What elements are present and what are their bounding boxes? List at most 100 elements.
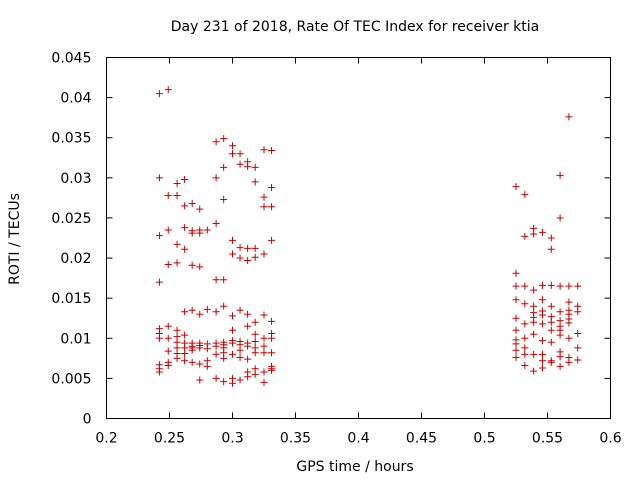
plot-frame: [106, 57, 611, 419]
data-point: [229, 339, 236, 347]
data-point: [212, 342, 220, 350]
data-point: [512, 269, 520, 277]
data-point: [260, 378, 268, 386]
data-point: [251, 178, 259, 186]
data-point: [512, 282, 520, 290]
x-tick-label: 0.25: [154, 431, 185, 447]
data-point: [547, 338, 555, 346]
data-point: [556, 308, 564, 316]
data-point: [181, 331, 189, 339]
x-tick-label: 0.45: [406, 431, 437, 447]
data-point: [268, 349, 276, 357]
data-point: [565, 113, 573, 121]
data-point: [512, 354, 520, 362]
data-point: [574, 282, 582, 290]
data-point: [173, 326, 181, 334]
data-point: [556, 362, 564, 370]
data-point: [229, 326, 236, 334]
data-point: [260, 311, 268, 319]
data-point: [547, 326, 555, 334]
data-point: [530, 230, 538, 238]
data-point: [196, 360, 204, 368]
data-point: [521, 344, 529, 352]
data-point: [229, 236, 236, 244]
data-point: [196, 376, 204, 384]
data-point: [244, 322, 252, 330]
data-point: [556, 331, 564, 339]
data-point: [181, 202, 189, 210]
data-point: [155, 278, 163, 286]
data-point: [260, 146, 268, 154]
data-point: [181, 350, 189, 358]
data-point: [538, 364, 546, 372]
data-point: [251, 244, 259, 252]
y-tick-label: 0.005: [51, 371, 91, 387]
y-tick-label: 0.025: [51, 211, 91, 227]
data-point: [196, 344, 204, 352]
data-point: [181, 308, 189, 316]
data-point: [236, 354, 244, 362]
data-point: [538, 296, 546, 304]
data-point: [155, 90, 163, 98]
data-point: [574, 329, 582, 337]
data-point: [244, 163, 252, 171]
data-point: [229, 312, 236, 320]
data-point: [268, 203, 276, 211]
data-point: [164, 226, 172, 234]
data-point: [229, 379, 236, 387]
data-point: [538, 320, 546, 328]
data-point: [173, 240, 181, 248]
data-point: [260, 349, 268, 357]
data-point: [260, 250, 268, 258]
axes: 0.2 0.25 0.3 0.35 0.4 0.45 0.5 0.55 0.6 0 0.005 0.0…: [51, 51, 621, 447]
data-point: [196, 229, 204, 237]
data-point: [164, 362, 172, 370]
data-point: [530, 367, 538, 375]
x-tick-label: 0.4: [347, 431, 369, 447]
data-point: [244, 256, 252, 264]
data-point: [251, 253, 259, 261]
data-point: [173, 191, 181, 199]
data-point: [173, 179, 181, 187]
data-point: [547, 245, 555, 253]
data-point: [155, 174, 163, 182]
data-point: [556, 282, 564, 290]
data-point: [521, 350, 529, 358]
data-point: [236, 160, 244, 168]
data-point: [260, 342, 268, 350]
data-point: [196, 205, 204, 213]
data-point: [203, 226, 211, 234]
data-point: [547, 281, 555, 289]
data-point: [181, 224, 189, 232]
data-point: [196, 310, 204, 318]
y-axis-label: ROTI / TECUs: [7, 193, 23, 285]
data-point: [212, 220, 220, 228]
data-point: [203, 305, 211, 313]
data-point: [188, 261, 196, 269]
data-point: [538, 350, 546, 358]
data-point: [512, 340, 520, 348]
data-point: [220, 195, 228, 203]
data-point: [251, 337, 259, 345]
data-point: [212, 374, 220, 382]
data-point: [244, 355, 252, 363]
x-tick-label: 0.5: [473, 431, 495, 447]
data-point: [196, 263, 204, 271]
data-point: [521, 232, 529, 240]
data-point: [538, 311, 546, 319]
data-point: [251, 318, 259, 326]
data-point: [229, 350, 236, 358]
data-point: [268, 183, 276, 191]
data-point: [574, 308, 582, 316]
data-point: [164, 260, 172, 268]
data-point: [188, 358, 196, 366]
data-point: [244, 342, 252, 350]
data-point: [220, 378, 228, 386]
data-point: [268, 366, 276, 374]
data-point: [260, 203, 268, 211]
data-point: [229, 142, 236, 150]
data-point: [521, 282, 529, 290]
data-point: [244, 244, 252, 252]
data-point: [512, 183, 520, 191]
data-point: [538, 281, 546, 289]
